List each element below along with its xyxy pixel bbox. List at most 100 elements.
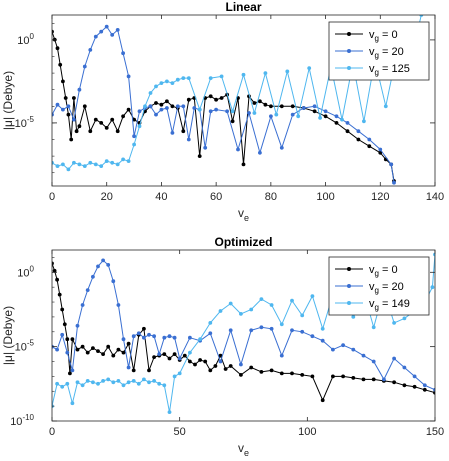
data-point bbox=[208, 76, 213, 80]
data-point bbox=[99, 164, 104, 169]
data-point bbox=[186, 76, 191, 80]
data-point bbox=[75, 347, 80, 352]
legend-label: vg = 20 bbox=[369, 46, 404, 60]
data-point bbox=[121, 51, 125, 56]
data-point bbox=[419, 15, 424, 17]
data-point bbox=[181, 129, 186, 134]
data-point bbox=[433, 252, 435, 257]
data-point bbox=[170, 131, 175, 135]
data-point bbox=[148, 91, 153, 95]
data-point bbox=[70, 401, 75, 406]
data-point bbox=[137, 109, 142, 114]
data-point bbox=[52, 160, 54, 165]
data-point bbox=[111, 380, 116, 385]
data-point bbox=[247, 111, 251, 115]
data-point bbox=[88, 48, 93, 52]
data-point bbox=[131, 368, 136, 373]
data-point bbox=[75, 323, 80, 328]
data-point bbox=[239, 312, 243, 316]
data-point bbox=[126, 74, 131, 79]
data-point bbox=[331, 374, 335, 379]
data-point bbox=[208, 109, 213, 114]
data-point bbox=[203, 145, 208, 150]
data-point bbox=[75, 380, 80, 385]
y-tick-base: 10 bbox=[17, 35, 29, 47]
data-point bbox=[218, 309, 223, 313]
data-point bbox=[106, 263, 111, 267]
data-point bbox=[154, 112, 158, 117]
data-point bbox=[126, 380, 131, 385]
data-point bbox=[177, 371, 182, 376]
data-point bbox=[351, 315, 356, 319]
data-point bbox=[269, 368, 274, 373]
data-point bbox=[228, 301, 233, 306]
series-line bbox=[52, 25, 395, 183]
data-point bbox=[142, 377, 146, 382]
data-point bbox=[389, 162, 394, 167]
legend-label-main: v bbox=[369, 298, 375, 310]
y-tick-exponent: 0 bbox=[30, 32, 35, 41]
data-point bbox=[175, 77, 180, 82]
data-point bbox=[132, 134, 137, 139]
data-point bbox=[121, 114, 125, 119]
data-point bbox=[115, 162, 120, 167]
y-tick-label: 10-5 bbox=[15, 115, 35, 130]
x-axis-label: ve bbox=[238, 206, 249, 223]
data-point bbox=[93, 162, 98, 167]
data-point bbox=[82, 64, 87, 69]
data-point bbox=[143, 104, 147, 109]
data-point bbox=[218, 353, 223, 358]
data-point bbox=[101, 258, 105, 263]
data-point bbox=[239, 362, 243, 367]
data-point bbox=[177, 356, 182, 361]
data-point bbox=[290, 328, 294, 333]
data-point bbox=[263, 71, 268, 75]
data-point bbox=[252, 111, 257, 115]
x-tick-label: 0 bbox=[49, 426, 55, 438]
data-point bbox=[72, 160, 76, 165]
data-point bbox=[290, 104, 295, 109]
legend-label-main: v bbox=[369, 281, 375, 293]
data-point bbox=[91, 346, 95, 350]
data-point bbox=[310, 294, 315, 298]
data-point bbox=[378, 147, 383, 152]
data-point bbox=[61, 162, 65, 167]
legend-item: vg = 20 bbox=[335, 46, 404, 60]
legend-label: vg = 0 bbox=[369, 264, 398, 278]
data-point bbox=[218, 359, 223, 364]
data-point bbox=[198, 337, 203, 342]
data-point bbox=[263, 102, 268, 107]
data-point bbox=[82, 164, 87, 169]
data-point bbox=[55, 381, 59, 386]
data-point bbox=[60, 307, 65, 312]
legend-label-sub: g bbox=[375, 286, 379, 295]
data-point bbox=[57, 292, 62, 297]
x-tick-label: 150 bbox=[426, 426, 444, 438]
data-point bbox=[258, 99, 262, 104]
data-point bbox=[290, 371, 294, 376]
data-point bbox=[72, 96, 76, 100]
data-point bbox=[70, 368, 75, 373]
data-point bbox=[361, 353, 366, 358]
data-point bbox=[65, 337, 70, 342]
legend-item: vg = 20 bbox=[335, 281, 404, 295]
data-point bbox=[70, 337, 75, 342]
legend-box bbox=[328, 21, 430, 81]
data-point bbox=[279, 322, 284, 327]
data-point bbox=[121, 350, 126, 355]
data-point bbox=[110, 117, 115, 122]
data-point bbox=[269, 326, 274, 331]
data-point bbox=[351, 376, 356, 380]
data-point bbox=[99, 29, 104, 34]
data-point bbox=[96, 264, 100, 269]
data-point bbox=[66, 104, 71, 109]
axes-box bbox=[51, 249, 436, 422]
data-point bbox=[356, 129, 361, 134]
data-point bbox=[152, 355, 157, 359]
data-point bbox=[307, 66, 312, 70]
x-tick-label: 80 bbox=[265, 191, 277, 203]
data-point bbox=[422, 387, 427, 392]
data-point bbox=[296, 114, 301, 119]
